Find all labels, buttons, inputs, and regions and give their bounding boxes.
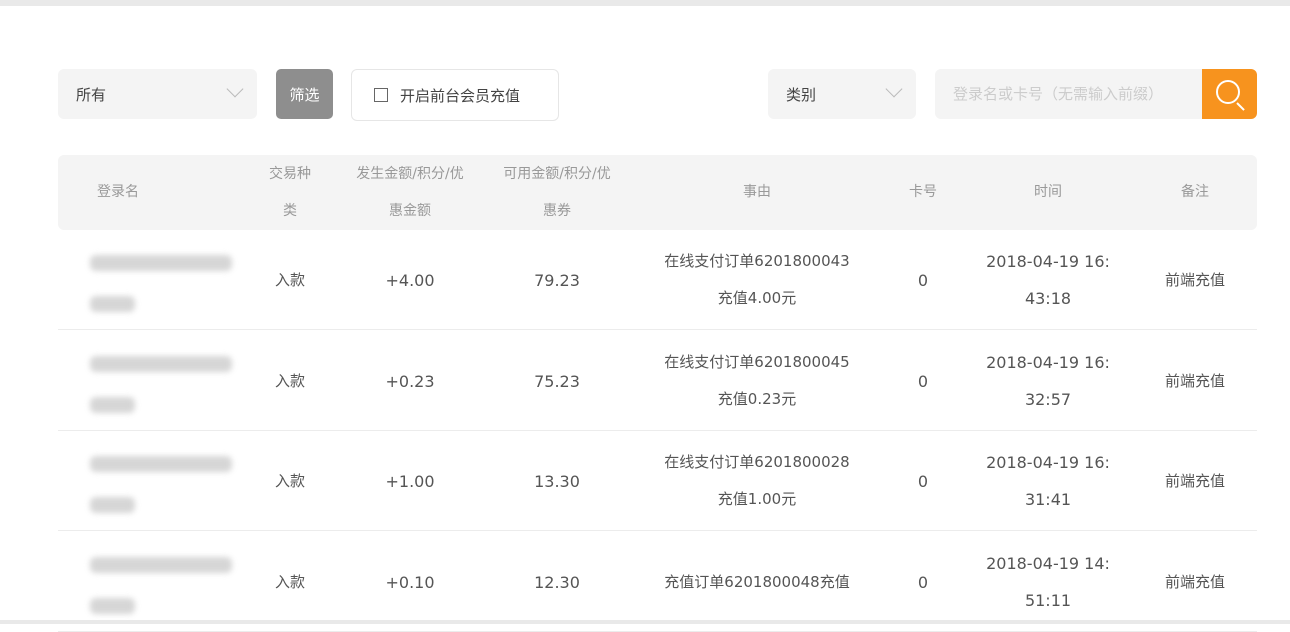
cell-amount: +1.00 [385,472,435,491]
cell-note: 前端充值 [1164,472,1226,490]
search-input[interactable] [935,69,1202,119]
login-name-redacted [90,355,232,372]
header-reason: 事由 [743,184,771,200]
header-card: 卡号 [909,184,937,200]
cell-type: 入款 [274,271,306,289]
cell-reason: 充值订单6201800048充值 [664,572,850,591]
cell-time: 2018-04-19 16: 43:18 [986,252,1110,308]
login-name-redacted [90,497,135,513]
cell-card: 0 [917,271,929,290]
table-row: 入款 +4.00 79.23 在线支付订单6201800043 充值4.00元 0… [58,230,1257,330]
cell-note: 前端充值 [1164,371,1226,390]
cell-type: 入款 [274,472,306,490]
login-name-redacted [90,255,232,271]
member-recharge-checkbox[interactable]: 开启前台会员充值 [351,69,559,121]
cell-reason: 在线支付订单6201800045 充值0.23元 [664,352,850,408]
scope-select[interactable]: 所有 [58,69,257,119]
category-select-value: 类别 [786,85,817,104]
header-login: 登录名 [97,184,139,200]
login-name-redacted [90,597,135,614]
search-icon [1216,80,1240,104]
cell-time: 2018-04-19 16: 31:41 [986,453,1110,509]
cell-card: 0 [917,371,929,391]
table-row: 入款 +1.00 13.30 在线支付订单6201800028 充值1.00元 0… [58,431,1257,531]
cell-type: 入款 [274,572,306,591]
cell-reason: 在线支付订单6201800028 充值1.00元 [664,453,850,508]
cell-amount: +0.23 [385,371,435,391]
cell-time: 2018-04-19 14: 51:11 [986,553,1110,610]
cell-card: 0 [917,572,929,592]
cell-amount: +4.00 [385,271,435,290]
table-row: 入款 +0.23 75.23 在线支付订单6201800045 充值0.23元 0… [58,331,1257,431]
cell-note: 前端充值 [1164,271,1226,289]
checkbox-label: 开启前台会员充值 [400,86,521,105]
search-button[interactable] [1202,69,1257,119]
cell-reason: 在线支付订单6201800043 充值4.00元 [664,252,850,307]
table-row: 入款 +0.10 12.30 充值订单6201800048充值 0 2018-0… [58,532,1257,632]
cell-note: 前端充值 [1164,572,1226,591]
scope-select-value: 所有 [76,85,107,104]
cell-type: 入款 [274,371,306,390]
bottom-bar [0,620,1290,624]
checkbox-icon[interactable] [374,88,388,102]
header-type: 交易种类 [269,166,311,219]
chevron-down-icon [226,80,244,98]
login-name-redacted [90,556,232,573]
header-amount: 发生金额/积分/优 惠金额 [356,166,464,219]
header-time: 时间 [1034,184,1062,200]
table-header: 登录名 交易种类 发生金额/积分/优 惠金额 可用金额/积分/优 惠券 事由 卡号 … [58,155,1257,230]
cell-available: 75.23 [534,371,580,391]
cell-card: 0 [917,472,929,491]
login-name-redacted [90,296,135,312]
category-select[interactable]: 类别 [768,69,916,119]
cell-time: 2018-04-19 16: 32:57 [986,352,1110,409]
cell-available: 13.30 [534,472,580,491]
top-bar [0,0,1290,6]
chevron-down-icon [885,80,903,98]
cell-available: 12.30 [534,572,580,592]
login-name-redacted [90,456,232,472]
cell-available: 79.23 [534,271,580,290]
cell-amount: +0.10 [385,572,435,592]
header-note: 备注 [1181,184,1209,200]
header-available: 可用金额/积分/优 惠券 [503,166,611,219]
filter-button[interactable]: 筛选 [276,69,333,119]
login-name-redacted [90,396,135,413]
